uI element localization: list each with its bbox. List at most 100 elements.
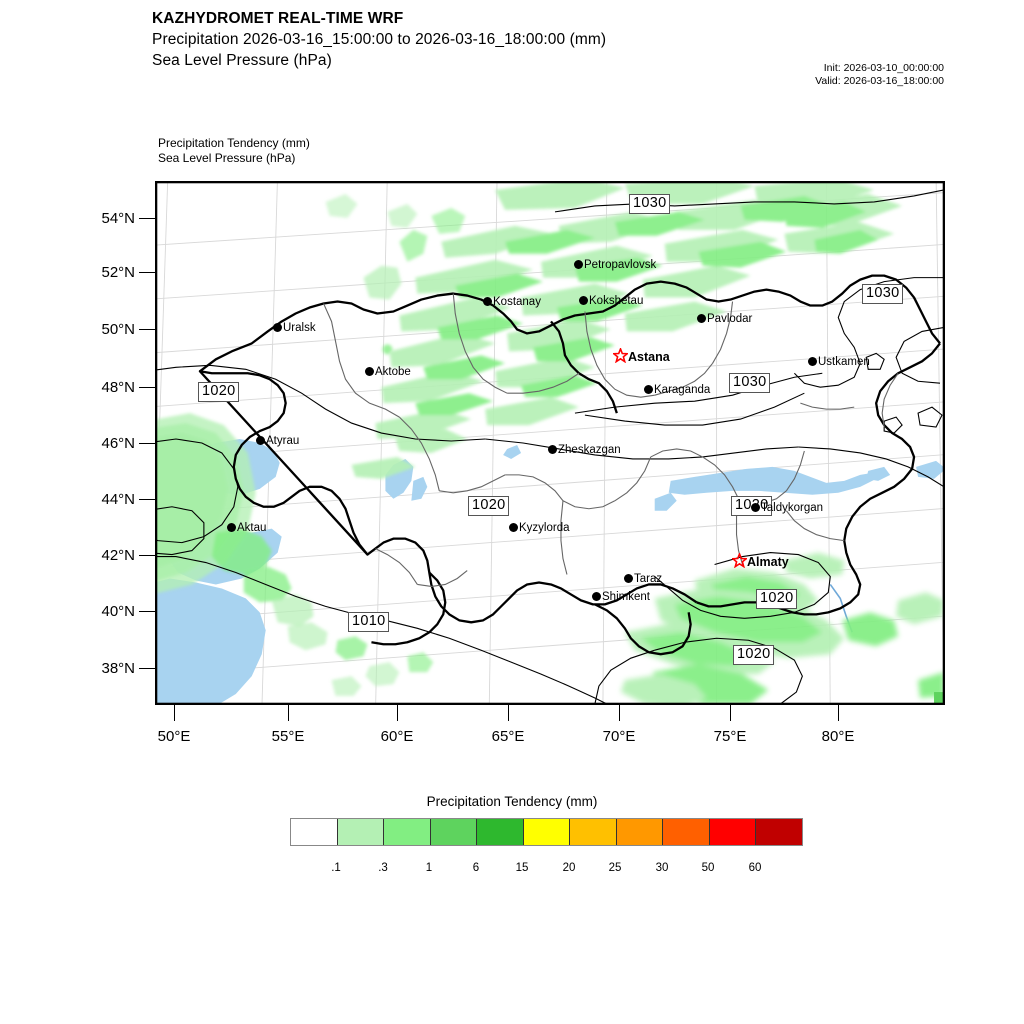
isobar-label: 1020 (756, 589, 798, 609)
field-labels: Precipitation Tendency (mm) Sea Level Pr… (158, 136, 310, 166)
colorbar-tick-label: 30 (655, 862, 669, 874)
city-marker-zheskazgan[interactable]: Zheskazgan (548, 444, 621, 456)
lat-tick-label: 40°N (101, 603, 135, 620)
city-dot (751, 503, 760, 512)
map-canvas (156, 182, 944, 704)
lat-tick-label: 46°N (101, 435, 135, 452)
city-marker-kokshetau[interactable]: Kokshetau (579, 295, 643, 307)
colorbar-tick-label: 50 (701, 862, 715, 874)
colorbar-segment (662, 819, 709, 845)
colorbar-ticks: .1 .3 1 6 15 20 25 30 50 60 (290, 862, 803, 880)
city-marker-kyzylorda[interactable]: Kyzylorda (509, 522, 570, 534)
capital-star-icon (611, 346, 630, 366)
isobar-label: 1030 (629, 194, 671, 214)
city-dot (624, 574, 633, 583)
city-label: Karaganda (654, 384, 711, 396)
colorbar-tick-label: .3 (378, 862, 388, 874)
lat-tick-label: 44°N (101, 491, 135, 508)
colorbar[interactable] (290, 818, 803, 846)
colorbar-segment (708, 819, 756, 845)
city-label: Atyrau (266, 435, 300, 447)
city-dot (256, 436, 265, 445)
city-label: Zheskazgan (558, 444, 621, 456)
precip-speck (934, 692, 944, 704)
city-label: Kyzylorda (519, 522, 570, 534)
lon-tick-label: 70°E (602, 728, 636, 745)
city-marker-petropavlovsk[interactable]: Petropavlovsk (574, 259, 657, 271)
colorbar-segment (522, 819, 570, 845)
city-dot (365, 367, 374, 376)
city-marker-kostanay[interactable]: Kostanay (483, 296, 541, 308)
lat-tick-label: 52°N (101, 264, 135, 281)
lon-tick-label: 50°E (157, 728, 191, 745)
city-dot (273, 323, 282, 332)
city-marker-aktau[interactable]: Aktau (227, 522, 266, 534)
lat-tick-label: 54°N (101, 210, 135, 227)
city-dot (227, 523, 236, 532)
lon-tick-label: 60°E (380, 728, 414, 745)
colorbar-tick-label: 20 (562, 862, 576, 874)
city-marker-aktobe[interactable]: Aktobe (365, 366, 411, 378)
precipitation-field (156, 193, 466, 697)
city-marker-atyrau[interactable]: Atyrau (256, 435, 300, 447)
city-marker-uralsk[interactable]: Uralsk (273, 322, 316, 334)
city-marker-taldykorgan[interactable]: Taldykorgan (751, 502, 824, 514)
lat-tick-label: 38°N (101, 660, 135, 677)
city-label: Taldykorgan (761, 502, 824, 514)
isobar-label: 1020 (198, 382, 240, 402)
init-valid-block: Init: 2026-03-10_00:00:00 Valid: 2026-03… (815, 62, 944, 88)
city-marker-astana[interactable]: Astana (611, 346, 670, 366)
colorbar-tick-label: 6 (472, 862, 480, 874)
field-label-slp: Sea Level Pressure (hPa) (158, 151, 296, 165)
capital-star-icon (730, 551, 749, 571)
colorbar-segment (755, 819, 803, 845)
city-marker-karaganda[interactable]: Karaganda (644, 384, 711, 396)
lat-tick-label: 42°N (101, 547, 135, 564)
city-marker-almaty[interactable]: Almaty (730, 551, 789, 571)
colorbar-segment (476, 819, 523, 845)
city-marker-shimkent[interactable]: Shimkent (592, 591, 650, 603)
lon-tick-label: 55°E (271, 728, 305, 745)
isobar-label: 1020 (468, 496, 510, 516)
isobar-label: 1030 (729, 373, 771, 393)
colorbar-tick-label: 1 (425, 862, 433, 874)
city-dot (509, 523, 518, 532)
city-dot (697, 314, 706, 323)
city-label: Uralsk (283, 322, 316, 334)
colorbar-tick-label: 25 (608, 862, 622, 874)
precipitation-bands-ne (351, 182, 903, 479)
colorbar-segment (569, 819, 616, 845)
city-marker-pavlodar[interactable]: Pavlodar (697, 313, 753, 325)
init-time: Init: 2026-03-10_00:00:00 (823, 62, 944, 74)
city-label: Shimkent (602, 591, 650, 603)
city-dot (574, 260, 583, 269)
valid-time: Valid: 2026-03-16_18:00:00 (815, 75, 944, 87)
city-label: Aktobe (375, 366, 411, 378)
city-dot (548, 445, 557, 454)
city-dot (808, 357, 817, 366)
precipitation-field-se (620, 552, 944, 704)
isobar-label: 1030 (862, 284, 904, 304)
city-marker-ustkamen[interactable]: Ustkamen (808, 356, 870, 368)
lat-tick-label: 50°N (101, 321, 135, 338)
title-precip-line: Precipitation 2026-03-16_15:00:00 to 202… (152, 31, 607, 48)
lon-tick-label: 80°E (821, 728, 855, 745)
city-label: Pavlodar (707, 313, 753, 325)
city-marker-taraz[interactable]: Taraz (624, 573, 662, 585)
city-label: Petropavlovsk (584, 259, 657, 271)
city-label: Kostanay (493, 296, 541, 308)
colorbar-segment (383, 819, 430, 845)
city-label: Almaty (747, 555, 789, 569)
lon-tick-label: 65°E (491, 728, 525, 745)
isobar-label: 1020 (733, 645, 775, 665)
lat-tick-label: 48°N (101, 379, 135, 396)
weather-map[interactable]: 1030 1030 1030 1020 1020 1020 1020 1020 … (155, 181, 945, 705)
colorbar-segment (336, 819, 384, 845)
colorbar-tick-label: .1 (331, 862, 341, 874)
isobar-label: 1010 (348, 612, 390, 632)
title-block: KAZHYDROMET REAL-TIME WRF Precipitation … (152, 8, 606, 71)
city-label: Ustkamen (818, 356, 870, 368)
city-dot (483, 297, 492, 306)
colorbar-tick-label: 60 (748, 862, 762, 874)
colorbar-segment (291, 819, 337, 845)
